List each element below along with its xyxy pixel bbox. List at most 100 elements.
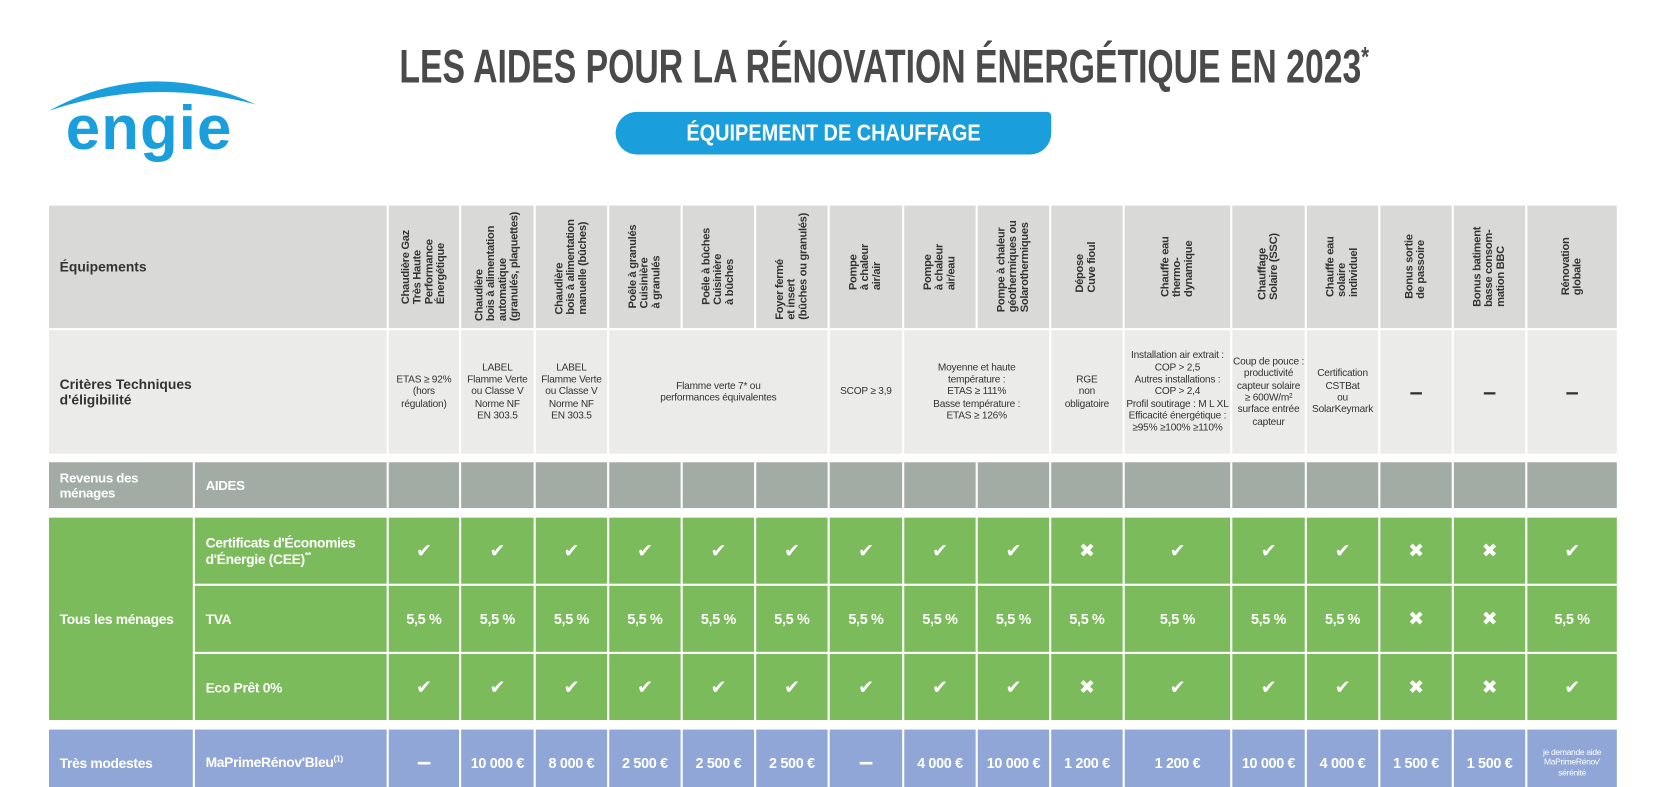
subtitle: ÉQUIPEMENT DE CHAUFFAGE [615,111,1052,155]
aid-value: 5,5 % [1554,610,1590,627]
equipment-header: Chauffe eau thermo- dynamique [1124,205,1231,329]
title-mark: * [1361,40,1369,73]
criteria-text: – [1565,377,1579,405]
criteria-cell: – [1380,330,1452,454]
equipment-header: Pompe à chaleur géothermiques ou Solarot… [977,205,1050,329]
criteria-cell: – [1453,330,1526,454]
aid-value: ✔ [563,675,580,698]
criteria-text: Coup de pouce : productivité capteur sol… [1232,355,1305,428]
aid-value-cell: ✔ [977,517,1050,584]
aid-value: 10 000 € [470,754,525,771]
aid-value-cell: – [829,729,903,787]
equipment-header: Chauffe eau solaire individuel [1306,205,1379,329]
aid-value: 5,5 % [553,610,590,627]
aid-cell: TVA [194,585,387,652]
aid-value: ✔ [784,675,800,698]
equipment-name: Poêle à granulés Cuisinière à granulés [626,224,663,309]
criteria-cell: Moyenne et haute température : ETAS ≥ 11… [904,330,1050,454]
aid-label: Certificats d'Économies d'Énergie (CEE)*… [205,534,356,567]
aid-value: ✔ [858,539,874,561]
aid-label: MaPrimeRénov'Bleu(1) [205,754,344,771]
aid-value-cell: ✔ [388,517,460,584]
criteria-text: – [1409,377,1423,405]
aid-value-cell: 10 000 € [1232,729,1305,787]
criteria-cell: ETAS ≥ 92% (hors régulation) [388,330,460,454]
aid-value-cell: ✖ [1380,517,1452,584]
criteria-cell: – [1527,330,1617,454]
header-filler [1306,462,1379,509]
aid-value: 5,5 % [774,610,810,627]
aid-value-cell: 5,5 % [904,585,976,652]
aid-value-cell: 8 000 € [535,729,608,787]
aid-value-cell: ✔ [1232,653,1305,721]
aides-header-cell: AIDES [194,462,387,509]
aid-value-cell: ✔ [756,653,828,721]
criteria-text: – [1483,377,1496,405]
aid-cell: Eco Prêt 0% [194,653,387,721]
title-wrap: LES AIDES POUR LA RÉNOVATION ÉNERGÉTIQUE… [399,40,1369,94]
criteria-text: LABEL Flamme Verte ou Classe V Norme NF … [541,361,602,422]
aid-value-cell: 1 200 € [1124,729,1231,787]
aid-value: 4 000 € [1319,754,1366,771]
aid-value: 1 200 € [1064,754,1110,771]
aid-value-cell: ✖ [1051,653,1123,721]
aid-value-cell: ✔ [977,653,1050,721]
aid-value-cell: 5,5 % [1232,585,1305,652]
aid-value-cell: 5,5 % [388,585,460,652]
aid-value: – [416,747,431,777]
equipment-name: Chauffe eau thermo- dynamique [1158,236,1196,298]
aid-cell: Certificats d'Économies d'Énergie (CEE)*… [194,517,387,584]
aid-value-cell: 1 200 € [1051,729,1123,787]
equipment-header: Bonus sortie de passoire [1380,205,1452,329]
aid-value-cell: ✔ [829,653,903,721]
aid-value: 5,5 % [848,610,884,627]
subtitle-text: ÉQUIPEMENT DE CHAUFFAGE [686,119,981,146]
header-filler [977,462,1050,509]
criteria-text: LABEL Flamme Verte ou Classe V Norme NF … [467,361,528,422]
aid-value-cell: ✖ [1380,585,1452,652]
equipment-name: Pompe à chaleur air/air [847,243,884,290]
equipment-label: Équipements [59,258,147,275]
income-cell: Très modestes [48,729,193,787]
aid-value-cell: ✔ [609,517,681,584]
aid-value-cell: ✔ [1306,653,1379,721]
aid-value-cell: 2 500 € [756,729,828,787]
criteria-text: RGE non obligatoire [1064,373,1110,410]
criteria-cell: LABEL Flamme Verte ou Classe V Norme NF … [535,330,608,454]
equipment-name: Rénovation globale [1559,237,1584,296]
aid-value: ✖ [1481,607,1498,629]
equipment-label-cell: Équipements [48,205,387,329]
aid-value: ✔ [489,675,506,698]
aid-value: 5,5 % [700,610,737,627]
aid-value: 5,5 % [1250,610,1287,627]
aid-value: ✔ [637,675,653,698]
aid-value: 8 000 € [548,754,595,771]
aid-value: 5,5 % [922,610,958,627]
aid-value-cell: 10 000 € [461,729,534,787]
aid-value: ✔ [1005,539,1022,561]
aid-mark: (1) [333,754,343,765]
aid-value-cell: ✖ [1453,653,1526,721]
criteria-cell: Coup de pouce : productivité capteur sol… [1232,330,1305,454]
equipment-header: Poêle à granulés Cuisinière à granulés [609,205,681,329]
aid-value-cell: ✔ [1527,653,1617,721]
equipment-header: Poêle à bûches Cuisinière à bûches [682,205,755,329]
aid-value-cell: ✔ [829,517,903,584]
aid-value-cell: 5,5 % [609,585,681,652]
criteria-cell: RGE non obligatoire [1051,330,1123,454]
criteria-text: Moyenne et haute température : ETAS ≥ 11… [933,361,1021,422]
aid-value: 5,5 % [479,610,516,627]
aid-value: ✔ [1005,675,1022,698]
aid-value-cell: ✔ [461,517,534,584]
aid-label: Eco Prêt 0% [205,679,283,695]
equipment-name: Chaudière bois à alimentation manuelle (… [552,219,590,315]
aid-value-cell: ✔ [388,653,460,721]
aid-value-cell: ✖ [1051,517,1123,584]
aid-value: 1 200 € [1154,754,1201,771]
aid-value: 10 000 € [1241,754,1296,771]
aid-value: ✔ [1334,539,1351,561]
criteria-text: Certification CSTBat ou SolarKeymark [1312,367,1374,416]
equipment-header: Pompe à chaleur air/air [829,205,903,329]
aid-value-cell: 4 000 € [1306,729,1379,787]
equipment-name: Dépose Cuve fioul [1074,241,1099,293]
